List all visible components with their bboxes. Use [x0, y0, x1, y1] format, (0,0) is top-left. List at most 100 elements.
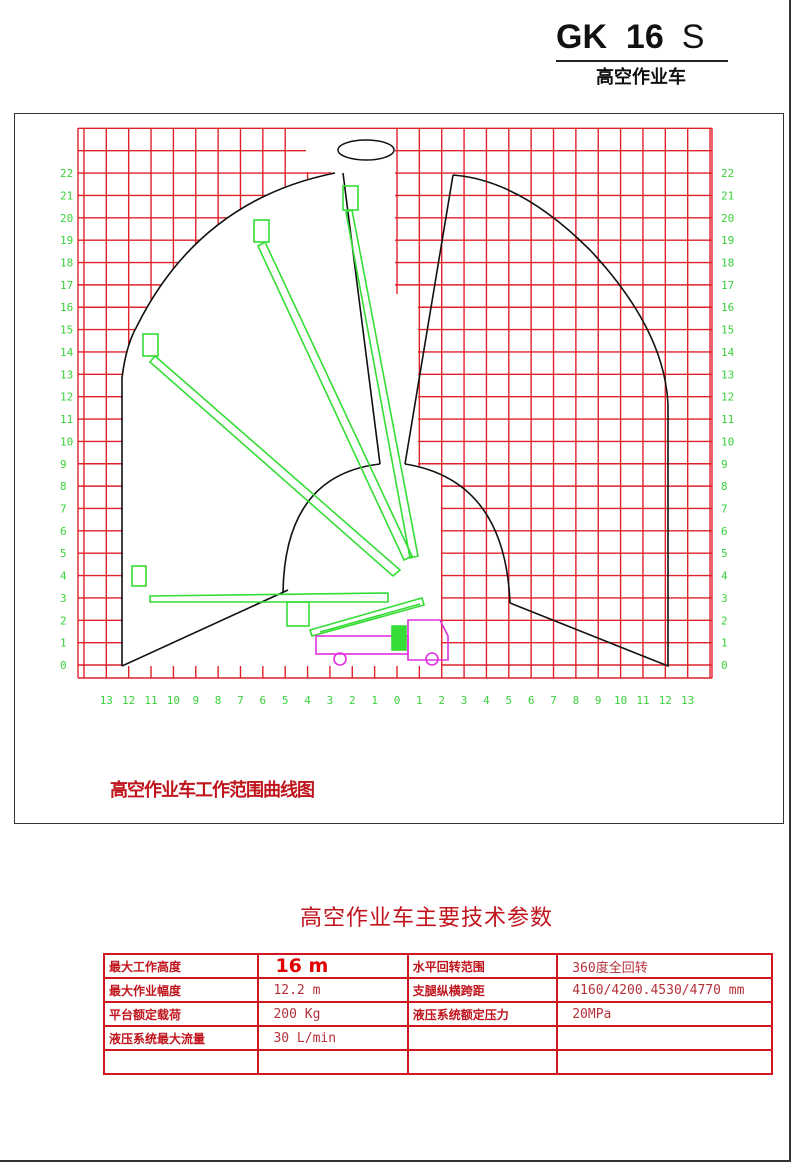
y-tick-label-right: 16 — [721, 301, 734, 314]
diagram-caption: 高空作业车工作范围曲线图 — [110, 780, 315, 801]
y-tick-label-left: 16 — [60, 301, 73, 314]
page-border-right — [789, 0, 791, 1162]
spec-value: 16 m — [257, 953, 409, 979]
boom-low-diagonal — [142, 333, 402, 578]
model-title: GK 16 S — [556, 18, 704, 57]
y-tick-label-right: 8 — [721, 480, 728, 493]
right-inner-arc — [404, 463, 511, 604]
y-tick-label-right: 2 — [721, 614, 728, 627]
x-tick-label: 1 — [371, 694, 378, 707]
x-tick-label: 12 — [659, 694, 672, 707]
top-clear-box — [307, 129, 395, 172]
wedge-right-line — [404, 174, 454, 465]
x-tick-label: 7 — [237, 694, 244, 707]
x-tick-label: 9 — [192, 694, 199, 707]
x-tick-label: 4 — [304, 694, 311, 707]
truck-icon — [315, 619, 449, 666]
boom-vertical — [342, 185, 419, 559]
spec-label: 液压系统最大流量 — [102, 1025, 260, 1051]
spec-value — [257, 1049, 409, 1075]
diagram-frame — [14, 113, 784, 824]
x-tick-label: 0 — [394, 694, 401, 707]
y-tick-label-right: 6 — [721, 525, 728, 538]
model-suffix: S — [681, 18, 705, 56]
x-tick-label: 6 — [528, 694, 535, 707]
y-tick-label-right: 13 — [721, 368, 734, 381]
page-border-bottom — [0, 1160, 791, 1162]
y-tick-label-left: 11 — [60, 413, 73, 426]
x-tick-label: 10 — [614, 694, 627, 707]
y-tick-label-right: 1 — [721, 637, 728, 650]
right-envelope-curve — [452, 174, 669, 668]
x-tick-label: 13 — [681, 694, 694, 707]
spec-value: 4160/4200.4530/4770 mm — [556, 977, 773, 1003]
x-tick-label: 6 — [260, 694, 267, 707]
y-tick-label-left: 10 — [60, 435, 73, 448]
y-tick-label-left: 22 — [60, 167, 73, 180]
x-tick-label: 7 — [550, 694, 557, 707]
spec-value — [556, 1049, 773, 1075]
boom-mid-diagonal — [253, 219, 414, 562]
x-tick-label: 5 — [505, 694, 512, 707]
y-tick-label-left: 13 — [60, 368, 73, 381]
y-tick-label-left: 4 — [60, 570, 67, 583]
y-tick-label-right: 14 — [721, 346, 735, 359]
x-tick-label: 12 — [122, 694, 135, 707]
spec-value: 12.2 m — [257, 977, 409, 1003]
spec-row: 液压系统最大流量 30 L/min — [102, 1025, 773, 1051]
x-tick-label: 8 — [215, 694, 222, 707]
y-tick-label-right: 9 — [721, 458, 728, 471]
y-tick-label-right: 22 — [721, 167, 734, 180]
working-area-clear — [123, 129, 441, 666]
x-tick-label: 2 — [438, 694, 445, 707]
y-tick-label-right: 4 — [721, 570, 728, 583]
y-tick-label-left: 19 — [60, 234, 73, 247]
spec-value: 200 Kg — [257, 1001, 409, 1027]
y-tick-label-right: 19 — [721, 234, 734, 247]
spec-row: 平台额定载荷 200 Kg 液压系统额定压力 20MPa — [102, 1001, 773, 1027]
y-tick-label-right: 5 — [721, 547, 728, 560]
y-tick-label-right: 7 — [721, 502, 728, 515]
y-tick-label-right: 21 — [721, 189, 734, 202]
wedge-left-line — [342, 172, 381, 465]
spec-label: 最大工作高度 — [102, 953, 260, 979]
x-tick-label: 1 — [416, 694, 423, 707]
y-tick-label-right: 20 — [721, 212, 734, 225]
spec-row: 最大作业幅度 12.2 m 支腿纵横跨距 4160/4200.4530/4770 mm — [102, 977, 773, 1003]
x-tick-label: 13 — [100, 694, 113, 707]
boom-horizontal — [131, 565, 389, 627]
x-tick-label: 4 — [483, 694, 490, 707]
rotation-icon — [337, 139, 395, 161]
x-tick-label: 3 — [327, 694, 334, 707]
y-tick-label-left: 20 — [60, 212, 73, 225]
y-tick-label-left: 8 — [60, 480, 67, 493]
model-subtitle: 高空作业车 — [596, 67, 686, 88]
spec-value: 360度全回转 — [556, 953, 773, 979]
title-underline — [556, 60, 728, 62]
x-tick-label: 2 — [349, 694, 356, 707]
y-tick-label-right: 15 — [721, 324, 734, 337]
y-tick-label-left: 0 — [60, 659, 67, 672]
model-prefix: GK — [556, 18, 607, 56]
y-tick-label-left: 2 — [60, 614, 67, 627]
y-tick-label-left: 7 — [60, 502, 67, 515]
y-tick-label-right: 17 — [721, 279, 734, 292]
spec-label: 液压系统额定压力 — [406, 1001, 559, 1027]
y-tick-label-right: 18 — [721, 257, 734, 270]
y-tick-label-left: 12 — [60, 391, 73, 404]
y-tick-label-right: 12 — [721, 391, 734, 404]
left-envelope-curve — [121, 172, 336, 666]
y-tick-label-left: 21 — [60, 189, 73, 202]
spec-label: 最大作业幅度 — [102, 977, 260, 1003]
x-tick-label: 11 — [144, 694, 157, 707]
y-tick-label-left: 14 — [60, 346, 74, 359]
spec-label: 平台额定载荷 — [102, 1001, 260, 1027]
spec-value — [556, 1025, 773, 1051]
spec-label: 水平回转范围 — [406, 953, 559, 979]
y-tick-label-left: 5 — [60, 547, 67, 560]
spec-label — [406, 1025, 559, 1051]
spec-label — [406, 1049, 559, 1075]
y-tick-label-right: 10 — [721, 435, 734, 448]
y-tick-label-left: 9 — [60, 458, 67, 471]
